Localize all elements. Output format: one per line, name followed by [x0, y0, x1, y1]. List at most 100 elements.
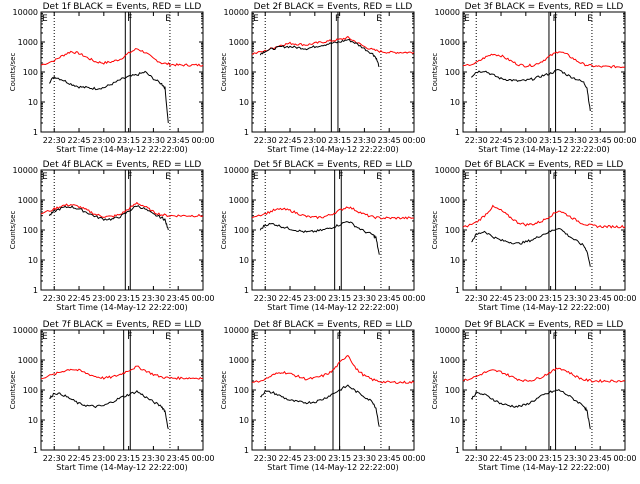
y-axis-label: Counts/sec [9, 371, 17, 410]
events-series-line [48, 204, 169, 231]
plot-frame [251, 169, 415, 291]
y-axis-label: Counts/sec [431, 371, 439, 410]
y-axis-label: Counts/sec [431, 53, 439, 92]
plot-frame [462, 329, 626, 451]
x-tick-label: 23:30 [353, 294, 376, 303]
x-tick-label: 22:30 [43, 294, 66, 303]
x-tick-label: 22:45 [489, 294, 512, 303]
y-tick-label: 10000 [435, 326, 460, 335]
x-tick-label: 23:30 [142, 136, 165, 145]
panel-title: Det 8f BLACK = Events, RED = LLD [254, 320, 413, 330]
y-tick-label: 1 [244, 446, 249, 455]
x-tick-label: 22:30 [43, 454, 66, 463]
marker-E: E [464, 14, 470, 24]
y-axis-label: Counts/sec [220, 371, 228, 410]
lld-series-line [40, 201, 204, 218]
x-tick-label: 22:45 [278, 454, 301, 463]
x-tick-label: 23:45 [378, 136, 401, 145]
x-axis-label: Start Time (14-May-12 22:22:00) [478, 463, 609, 472]
y-tick-label: 100 [23, 68, 38, 77]
x-tick-label: 23:00 [514, 136, 537, 145]
plot-frame [462, 169, 626, 291]
y-tick-label: 10 [450, 256, 460, 265]
marker-F: F [553, 332, 558, 342]
y-axis-label: Counts/sec [220, 211, 228, 250]
marker-F: F [553, 14, 558, 24]
marker-E: E [376, 172, 382, 182]
y-tick-label: 10000 [224, 326, 249, 335]
y-tick-label: 10000 [13, 326, 38, 335]
marker-E: E [253, 332, 259, 342]
y-tick-label: 100 [234, 386, 249, 395]
marker-F: F [127, 172, 132, 182]
panel-det-5: Det 5f BLACK = Events, RED = LLD 1 10 100 10… [220, 160, 426, 312]
events-series-line [49, 390, 169, 430]
x-tick-label: 23:45 [378, 294, 401, 303]
x-tick-label: 22:45 [489, 136, 512, 145]
y-tick-label: 1000 [229, 38, 249, 47]
x-tick-label: 23:00 [514, 454, 537, 463]
y-tick-label: 1000 [440, 196, 460, 205]
x-tick-label: 23:45 [167, 294, 190, 303]
x-tick-label: 23:15 [328, 294, 351, 303]
panel-det-7: Det 7f BLACK = Events, RED = LLD 1 10 100 10… [9, 320, 215, 472]
marker-E: E [376, 14, 382, 24]
panel-title: Det 3f BLACK = Events, RED = LLD [465, 2, 624, 12]
y-tick-label: 10 [450, 416, 460, 425]
x-tick-label: 23:00 [514, 294, 537, 303]
marker-E: E [376, 332, 382, 342]
panel-title: Det 4f BLACK = Events, RED = LLD [43, 160, 202, 170]
marker-E: E [464, 332, 470, 342]
x-tick-label: 22:30 [465, 454, 488, 463]
plot-frame [40, 329, 204, 451]
panel-det-3: Det 3f BLACK = Events, RED = LLD 1 10 100 10… [431, 2, 637, 154]
x-tick-label: 22:45 [278, 294, 301, 303]
events-series-line [260, 384, 380, 427]
marker-E: E [587, 332, 593, 342]
x-tick-label: 23:00 [92, 454, 115, 463]
x-tick-label: 23:45 [378, 454, 401, 463]
y-tick-label: 10000 [224, 166, 249, 175]
panel-det-4: Det 4f BLACK = Events, RED = LLD 1 10 100 10… [9, 160, 215, 312]
x-tick-label: 23:15 [328, 136, 351, 145]
panel-det-1: Det 1f BLACK = Events, RED = LLD 1 10 100 10… [9, 2, 215, 154]
panel-title: Det 2f BLACK = Events, RED = LLD [254, 2, 413, 12]
y-tick-label: 1000 [18, 38, 38, 47]
x-axis-label: Start Time (14-May-12 22:22:00) [267, 145, 398, 154]
lld-series-line [40, 365, 204, 381]
panel-det-6: Det 6f BLACK = Events, RED = LLD 1 10 100 10… [431, 160, 637, 312]
marker-E: E [165, 172, 171, 182]
y-tick-label: 1 [455, 128, 460, 137]
x-tick-label: 23:30 [142, 294, 165, 303]
events-series-line [259, 221, 380, 255]
y-tick-label: 10000 [435, 8, 460, 17]
x-tick-label: 23:00 [92, 294, 115, 303]
x-tick-label: 23:00 [303, 454, 326, 463]
marker-E: E [42, 172, 48, 182]
events-series-line [471, 227, 591, 267]
panel-det-8: Det 8f BLACK = Events, RED = LLD 1 10 100 10… [220, 320, 426, 472]
y-tick-label: 1000 [440, 38, 460, 47]
x-tick-label: 22:45 [67, 454, 90, 463]
x-tick-label: 22:30 [465, 136, 488, 145]
events-series-line [470, 68, 591, 112]
y-tick-label: 1000 [440, 356, 460, 365]
x-tick-label: 23:15 [117, 454, 140, 463]
x-axis-label: Start Time (14-May-12 22:22:00) [267, 463, 398, 472]
y-tick-label: 1000 [229, 196, 249, 205]
x-tick-label: 23:30 [142, 454, 165, 463]
x-tick-label: 00:00 [191, 454, 214, 463]
panel-title: Det 6f BLACK = Events, RED = LLD [465, 160, 624, 170]
marker-E: E [587, 172, 593, 182]
y-tick-label: 1 [455, 446, 460, 455]
lld-series-line [462, 204, 626, 229]
y-tick-label: 10 [28, 98, 38, 107]
x-tick-label: 23:30 [353, 454, 376, 463]
marker-E: E [165, 14, 171, 24]
x-tick-label: 23:45 [589, 294, 612, 303]
lld-series-line [251, 354, 415, 385]
y-tick-label: 100 [23, 226, 38, 235]
y-axis-label: Counts/sec [9, 211, 17, 250]
x-tick-label: 23:15 [117, 136, 140, 145]
x-tick-label: 22:30 [254, 136, 277, 145]
